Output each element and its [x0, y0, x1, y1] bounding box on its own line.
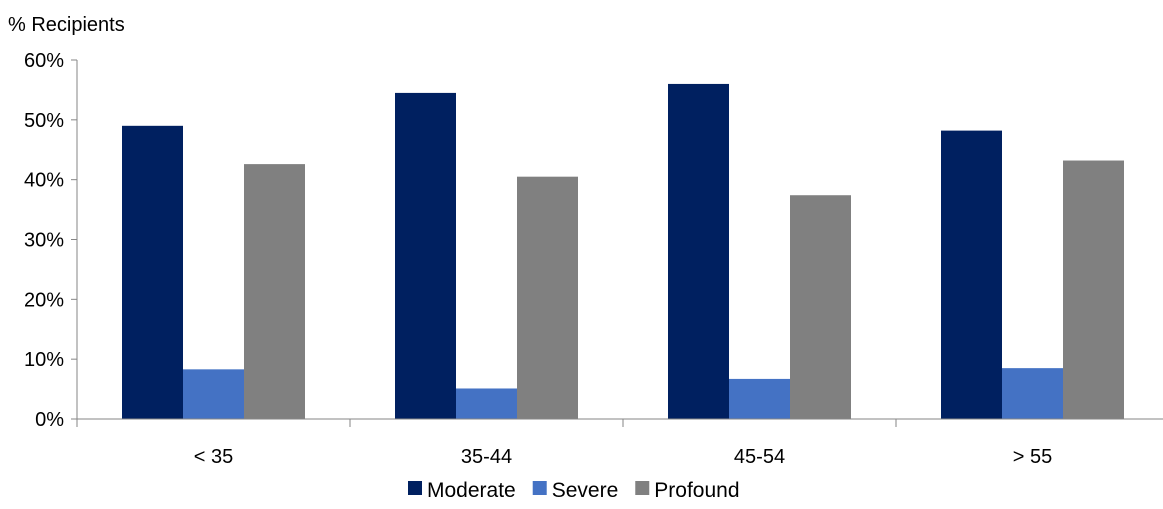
bar — [941, 130, 1002, 419]
y-axis-title: % Recipients — [8, 14, 125, 36]
legend-label: Profound — [654, 479, 739, 502]
x-axis: < 35 35-44 45-54 > 55 — [76, 418, 1163, 468]
y-tick-label: 10% — [24, 349, 64, 371]
legend: Moderate Severe Profound — [408, 479, 740, 502]
bar — [517, 176, 578, 419]
y-axis: 0% 10% 20% 30% 40% 50% 60% — [24, 50, 78, 431]
x-tick-label: 45-54 — [734, 446, 785, 468]
x-tick-label: > 55 — [1013, 446, 1052, 468]
bar — [456, 388, 517, 419]
bar — [668, 83, 729, 419]
bars — [122, 83, 1124, 420]
bar — [395, 92, 456, 420]
legend-label: Moderate — [427, 479, 516, 502]
x-tick-label: < 35 — [194, 446, 233, 468]
y-tick-label: 30% — [24, 230, 64, 252]
y-tick-label: 20% — [24, 289, 64, 311]
bar — [1002, 368, 1063, 419]
y-tick-label: 0% — [35, 409, 64, 431]
y-tick-label: 60% — [24, 50, 64, 72]
bar — [183, 369, 244, 419]
legend-swatch — [635, 481, 650, 495]
x-tick-label: 35-44 — [461, 446, 512, 468]
bar — [122, 125, 183, 420]
legend-swatch — [408, 481, 422, 495]
bar — [244, 164, 305, 419]
bar — [729, 378, 790, 419]
bar — [1063, 160, 1124, 419]
legend-label: Severe — [552, 479, 619, 502]
legend-swatch — [532, 481, 547, 495]
y-tick-label: 50% — [24, 110, 64, 132]
y-tick-label: 40% — [24, 170, 64, 192]
bar — [790, 195, 851, 419]
